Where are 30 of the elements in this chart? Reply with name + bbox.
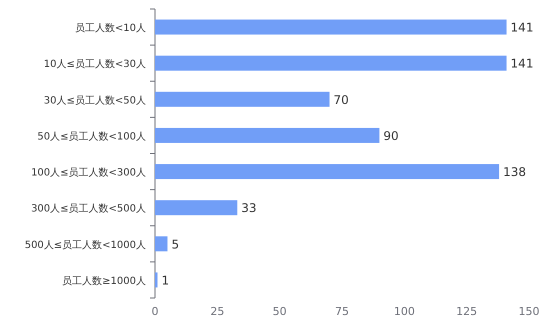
data-label: 90 <box>383 128 399 143</box>
bar <box>155 92 330 107</box>
bar <box>155 164 500 180</box>
bar <box>155 236 168 252</box>
data-label: 141 <box>510 56 534 71</box>
x-tick-label: 25 <box>210 305 224 318</box>
x-tick-label: 50 <box>272 305 287 318</box>
x-tick-label: 0 <box>152 305 158 318</box>
y-tick-label: 50人≤员工人数<100人 <box>37 131 146 142</box>
data-label: 1 <box>161 273 170 288</box>
bar <box>155 20 507 35</box>
data-label: 141 <box>510 20 534 35</box>
x-tick-label: 125 <box>456 305 478 318</box>
data-label: 5 <box>171 237 180 252</box>
x-tick-label: 100 <box>394 305 415 318</box>
x-tick-label: 150 <box>518 305 540 318</box>
y-tick-label: 员工人数≥1000人 <box>62 276 146 287</box>
data-label: 138 <box>503 165 526 180</box>
y-tick-label: 300人≤员工人数<500人 <box>31 204 146 215</box>
bar <box>155 56 507 71</box>
y-tick-label: 30人≤员工人数<50人 <box>44 95 146 106</box>
bar <box>155 128 380 143</box>
x-tick-label: 75 <box>335 305 349 318</box>
y-tick-label: 500人≤员工人数<1000人 <box>24 240 146 251</box>
y-tick-label: 员工人数<10人 <box>74 23 146 34</box>
y-tick-label: 100人≤员工人数<300人 <box>31 168 146 179</box>
data-label: 70 <box>334 92 349 107</box>
bar <box>155 200 238 216</box>
data-label: 33 <box>241 201 257 216</box>
y-tick-label: 10人≤员工人数<30人 <box>44 59 146 70</box>
